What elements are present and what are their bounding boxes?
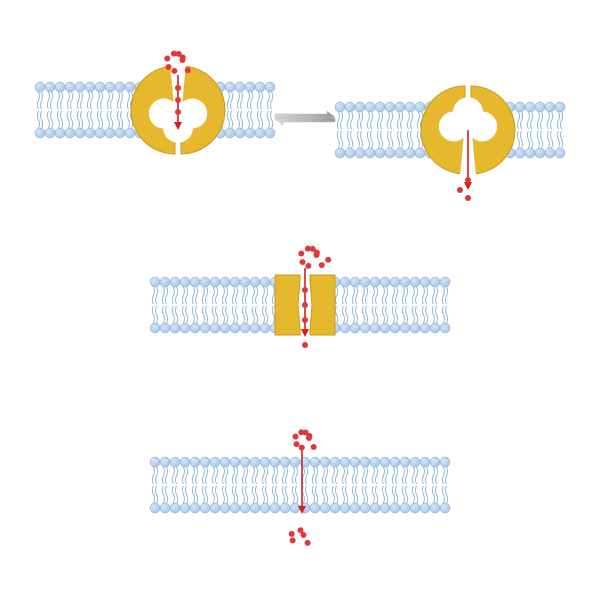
mc-top-right-out	[457, 177, 471, 201]
mc-diff-bottom	[289, 527, 311, 546]
mc-channel-top	[298, 246, 331, 269]
equilibrium-arrow	[275, 111, 335, 125]
membrane-m-bottom	[150, 457, 450, 513]
mc-diff-top	[292, 429, 316, 450]
mc-channel-below	[302, 342, 308, 348]
membrane-transport-diagram	[0, 0, 600, 600]
mc-carrier-left-inside	[175, 85, 181, 115]
mc-channel-gap	[302, 287, 308, 323]
